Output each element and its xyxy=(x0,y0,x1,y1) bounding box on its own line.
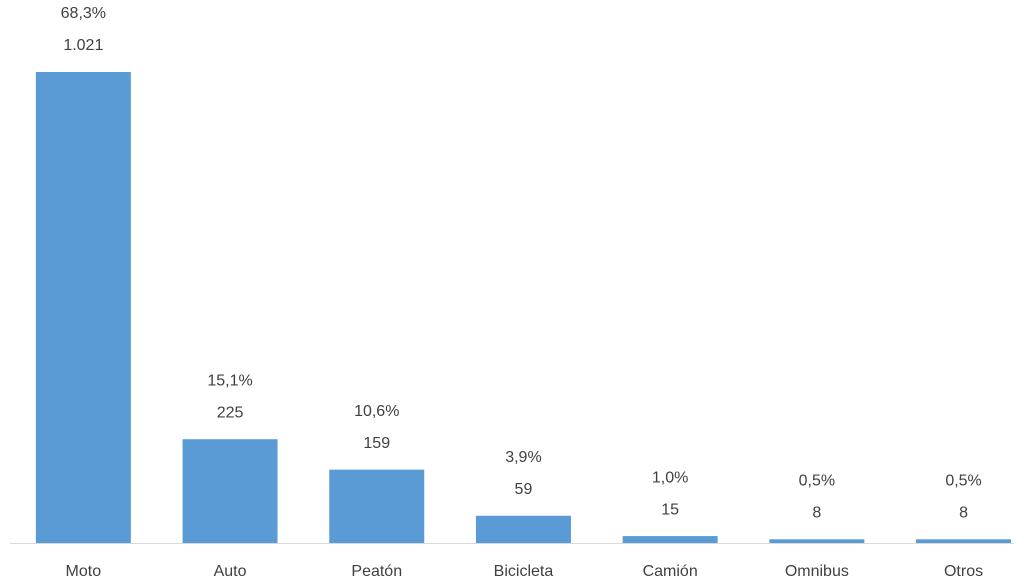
percent-label: 0,5% xyxy=(945,473,981,490)
percent-label: 10,6% xyxy=(354,403,399,420)
x-tick-label: Otros xyxy=(944,563,983,580)
x-tick-label: Peatón xyxy=(351,563,402,580)
count-label: 8 xyxy=(959,505,968,522)
bar xyxy=(182,439,278,543)
count-label: 225 xyxy=(217,404,244,421)
percent-label: 1,0% xyxy=(652,469,688,486)
count-label: 15 xyxy=(661,501,679,518)
bar xyxy=(622,536,718,543)
x-tick-label: Omnibus xyxy=(785,563,849,580)
x-tick-label: Camión xyxy=(643,563,698,580)
percent-label: 0,5% xyxy=(799,473,835,490)
x-tick-label: Bicicleta xyxy=(494,563,554,580)
bar xyxy=(916,539,1012,543)
bar xyxy=(475,515,571,543)
percent-label: 68,3% xyxy=(61,5,106,22)
count-label: 59 xyxy=(515,481,533,498)
bar xyxy=(329,469,425,543)
count-label: 159 xyxy=(363,435,390,452)
count-label: 1.021 xyxy=(63,37,103,54)
percent-label: 15,1% xyxy=(207,372,252,389)
bar xyxy=(35,72,131,543)
count-label: 8 xyxy=(812,505,821,522)
bar xyxy=(769,539,865,543)
x-tick-label: Moto xyxy=(66,563,102,580)
percent-label: 3,9% xyxy=(505,449,541,466)
x-tick-label: Auto xyxy=(214,563,247,580)
